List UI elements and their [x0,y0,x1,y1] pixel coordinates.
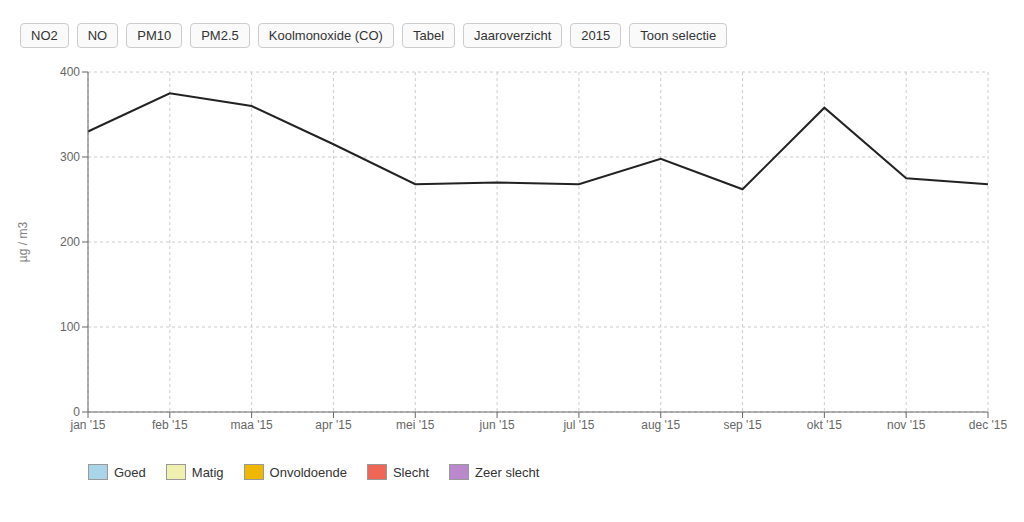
svg-text:maa '15: maa '15 [230,418,273,432]
html-text:Koolmonoxide (CO): Koolmonoxide (CO) [268,27,383,43]
svg-text:400: 400 [60,65,80,79]
svg-text:feb '15: feb '15 [152,418,188,432]
html-text:Tabel: Tabel [412,27,444,43]
svg-text:jun '15: jun '15 [479,418,515,432]
svg-text:300: 300 [60,150,80,164]
svg-text:µg / m3: µg / m3 [16,222,30,263]
svg-text:okt '15: okt '15 [807,418,842,432]
html-text:Zeer slecht: Zeer slecht [475,464,540,480]
html-text:Onvoldoende: Onvoldoende [269,464,347,480]
svg-text:0: 0 [73,405,80,419]
html-text:Toon selectie: Toon selectie [640,27,717,43]
svg-text:sep '15: sep '15 [723,418,762,432]
svg-text:jul '15: jul '15 [562,418,594,432]
html-text:PM10: PM10 [137,27,172,43]
html-text:Jaaroverzicht: Jaaroverzicht [474,27,552,43]
html-text:PM2.5: PM2.5 [201,27,239,43]
svg-text:mei '15: mei '15 [396,418,435,432]
svg-text:apr '15: apr '15 [315,418,352,432]
svg-text:jan '15: jan '15 [70,418,106,432]
html-text:2015: 2015 [581,27,611,43]
html-text:Matig: Matig [191,464,224,480]
svg-text:aug '15: aug '15 [641,418,680,432]
html-text:Slecht: Slecht [393,464,430,480]
svg-text:dec '15: dec '15 [969,418,1008,432]
html-text:NO2: NO2 [31,27,58,43]
svg-text:100: 100 [60,320,80,334]
html-text:Goed: Goed [114,464,146,480]
html-text:NO: NO [87,27,108,43]
svg-text:nov '15: nov '15 [887,418,926,432]
svg-text:200: 200 [60,235,80,249]
